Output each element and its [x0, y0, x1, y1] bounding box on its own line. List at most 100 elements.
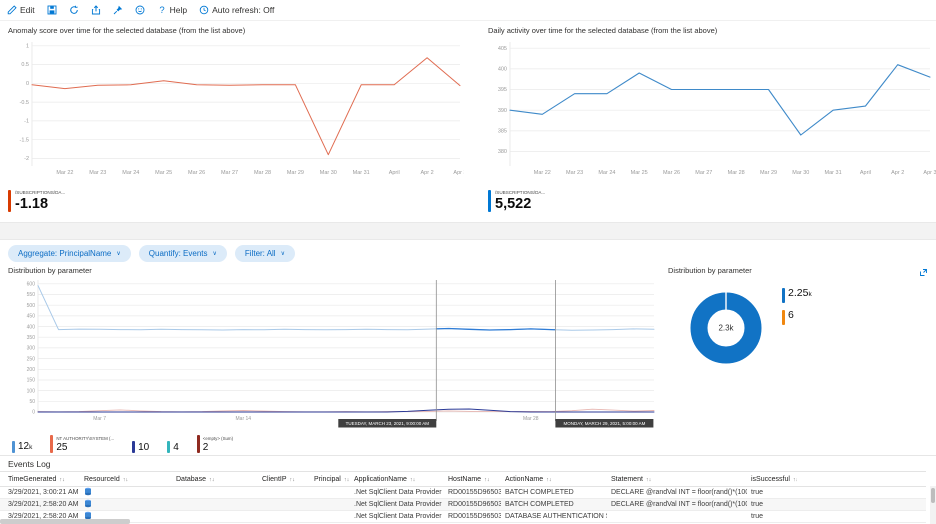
- cell-application-name: .Net SqlClient Data Provider: [350, 498, 444, 511]
- aggregate-pill[interactable]: Aggregate: PrincipalName ∨: [8, 245, 131, 262]
- edit-button[interactable]: Edit: [7, 5, 35, 15]
- svg-text:Mar 24: Mar 24: [122, 170, 139, 176]
- sort-icon: ↑↓: [546, 476, 552, 483]
- svg-text:0: 0: [26, 81, 29, 87]
- column-header-database[interactable]: Database ↑↓: [172, 471, 258, 487]
- svg-text:500: 500: [27, 303, 36, 309]
- save-button[interactable]: [47, 5, 57, 15]
- column-label: ApplicationName: [354, 475, 407, 483]
- svg-text:1: 1: [26, 44, 29, 50]
- question-icon: ?: [159, 5, 164, 15]
- feedback-button[interactable]: [135, 5, 145, 15]
- svg-text:Mar 23: Mar 23: [566, 170, 583, 176]
- refresh-icon: [69, 5, 78, 14]
- sort-icon: ↑↓: [343, 476, 350, 483]
- sort-icon: ↑↓: [409, 476, 416, 483]
- svg-text:Mar 25: Mar 25: [155, 170, 172, 176]
- legend-item[interactable]: 2.25k: [782, 288, 812, 303]
- legend-value: 2.25k: [788, 287, 812, 299]
- legend-item[interactable]: 6: [782, 310, 812, 325]
- column-header-principal[interactable]: Principal ↑↓: [310, 471, 350, 487]
- svg-text:-1.5: -1.5: [20, 137, 29, 143]
- series-color-bar: [488, 190, 491, 212]
- share-button[interactable]: [91, 5, 101, 15]
- sort-icon: ↑↓: [484, 476, 490, 483]
- svg-text:380: 380: [498, 149, 507, 155]
- filter-pill[interactable]: Filter: All ∨: [234, 245, 295, 262]
- column-header-issuccessful[interactable]: isSuccessful↑↓: [747, 471, 797, 487]
- legend-value: 4: [173, 442, 179, 453]
- column-header-actionname[interactable]: ActionName ↑↓: [501, 471, 607, 487]
- events-log-row[interactable]: 3/29/2021, 2:58:20 AM .Net SqlClient Data…: [0, 498, 926, 511]
- series-color-bar: [8, 190, 11, 212]
- svg-text:?: ?: [159, 5, 164, 15]
- cell-principal: [310, 486, 350, 499]
- cell-is-successful: true: [747, 486, 797, 499]
- svg-text:2.3k: 2.3k: [718, 324, 734, 333]
- cell-time-generated: 3/29/2021, 2:58:20 AM: [0, 498, 80, 511]
- svg-text:Mar 24: Mar 24: [598, 170, 615, 176]
- quantify-pill[interactable]: Quantify: Events ∨: [138, 245, 227, 262]
- help-label: Help: [169, 5, 188, 15]
- legend-color-bar: [782, 310, 785, 325]
- distribution-donut-chart: 2.3k: [690, 291, 762, 364]
- column-label: Principal: [314, 475, 341, 483]
- cell-client-ip: [258, 498, 310, 511]
- sort-icon: ↑↓: [122, 476, 129, 483]
- svg-text:Mar 23: Mar 23: [89, 170, 106, 176]
- legend-color-bar: [132, 441, 136, 453]
- vertical-scrollbar[interactable]: [930, 486, 936, 524]
- cell-statement: DECLARE @randVal INT = floor(rand()*(100…: [607, 498, 747, 511]
- cell-statement: [607, 510, 747, 523]
- pin-button[interactable]: [113, 5, 123, 15]
- help-button[interactable]: ? Help: [157, 5, 187, 15]
- svg-text:400: 400: [27, 324, 36, 330]
- svg-text:395: 395: [498, 87, 507, 93]
- column-header-hostname[interactable]: HostName ↑↓: [444, 471, 501, 487]
- svg-text:Mar 25: Mar 25: [631, 170, 648, 176]
- sort-icon: ↑↓: [59, 476, 65, 483]
- svg-text:TUESDAY, MARCH 23, 2021, 9:00:: TUESDAY, MARCH 23, 2021, 9:00:00 AM: [346, 421, 430, 426]
- svg-text:350: 350: [27, 335, 36, 341]
- cell-resource-id: [80, 486, 172, 499]
- events-log-row[interactable]: 3/29/2021, 3:00:21 AM .Net SqlClient Data…: [0, 486, 926, 499]
- cell-time-generated: 3/29/2021, 3:00:21 AM: [0, 486, 80, 499]
- svg-text:Mar 28: Mar 28: [728, 170, 745, 176]
- legend-value: 12k: [18, 441, 33, 452]
- svg-text:100: 100: [27, 388, 36, 394]
- legend-item[interactable]: 4: [167, 441, 179, 453]
- column-label: TimeGenerated: [8, 475, 57, 483]
- legend-item[interactable]: NT AUTHORITY\SYSTEM (... 25: [50, 435, 114, 453]
- legend-item[interactable]: 12k: [12, 441, 32, 453]
- distribution-line-chart[interactable]: 600550500450400350300250200150100500Mar …: [8, 276, 660, 428]
- cell-host-name: RD00155D965033: [444, 510, 501, 523]
- legend-item[interactable]: 10: [132, 441, 149, 453]
- column-header-applicationname[interactable]: ApplicationName ↑↓: [350, 471, 444, 487]
- svg-text:200: 200: [27, 367, 36, 373]
- scrollbar-thumb[interactable]: [931, 488, 935, 503]
- legend-value: 2: [202, 442, 209, 453]
- events-divider: [0, 455, 936, 456]
- svg-text:405: 405: [498, 46, 507, 52]
- svg-text:Mar 7: Mar 7: [93, 416, 106, 422]
- cell-application-name: .Net SqlClient Data Provider: [350, 486, 444, 499]
- column-header-timegenerated[interactable]: TimeGenerated ↑↓: [0, 471, 80, 487]
- popout-icon[interactable]: [919, 268, 928, 277]
- column-header-clientip[interactable]: ClientIP ↑↓: [258, 471, 310, 487]
- edit-label: Edit: [20, 5, 35, 15]
- events-log-row[interactable]: 3/29/2021, 2:58:20 AM .Net SqlClient Data…: [0, 510, 926, 523]
- auto-refresh-button[interactable]: Auto refresh: Off: [199, 5, 274, 15]
- horizontal-scrollbar-thumb[interactable]: [0, 519, 130, 524]
- events-log-table: TimeGenerated ↑↓ ResourceId ↑↓ Database ↑↓ Cli…: [0, 471, 926, 523]
- cell-filler: [797, 498, 926, 511]
- svg-text:Mar 29: Mar 29: [287, 170, 304, 176]
- cell-action-name: DATABASE AUTHENTICATION SUCCEEDED: [501, 510, 607, 523]
- column-header-statement[interactable]: Statement ↑↓: [607, 471, 747, 487]
- legend-color-bar: [782, 288, 785, 303]
- legend-item[interactable]: <empty> (Sum) 2: [196, 435, 233, 453]
- refresh-button[interactable]: [69, 5, 79, 15]
- svg-text:400: 400: [498, 67, 507, 73]
- svg-text:Mar 31: Mar 31: [825, 170, 842, 176]
- svg-text:550: 550: [27, 292, 36, 298]
- column-header-resourceid[interactable]: ResourceId ↑↓: [80, 471, 172, 487]
